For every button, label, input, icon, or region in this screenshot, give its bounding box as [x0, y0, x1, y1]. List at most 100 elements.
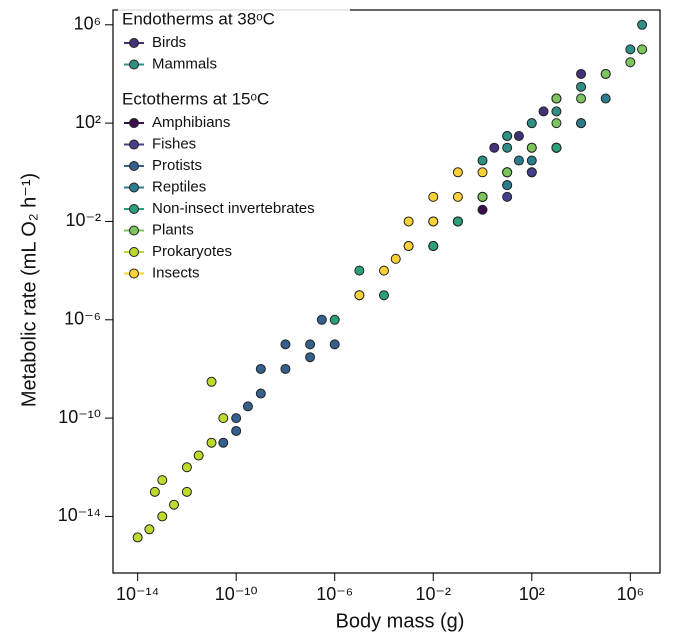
- data-point: [255, 388, 266, 399]
- data-point: [354, 290, 365, 301]
- data-point: [428, 216, 439, 227]
- data-point: [551, 118, 562, 129]
- data-point: [452, 191, 463, 202]
- data-point: [502, 180, 513, 191]
- y-tick-label: 10⁻¹⁰: [58, 407, 101, 427]
- data-point: [513, 130, 524, 141]
- legend-title: Ectotherms at 15ᵒC: [122, 89, 269, 108]
- legend-label: Reptiles: [152, 178, 206, 195]
- data-point: [329, 314, 340, 325]
- data-point: [477, 167, 488, 178]
- legend-label: Prokaryotes: [152, 243, 232, 260]
- data-point: [231, 413, 242, 424]
- data-point: [354, 265, 365, 276]
- data-point: [538, 106, 549, 117]
- data-point: [316, 314, 327, 325]
- data-point: [477, 204, 488, 215]
- legend-marker: [129, 225, 139, 236]
- x-axis-title: Body mass (g): [336, 610, 465, 632]
- data-point: [280, 339, 291, 350]
- legend-label: Insects: [152, 264, 200, 281]
- data-point: [169, 499, 180, 510]
- data-point: [329, 339, 340, 350]
- data-point: [206, 376, 217, 387]
- data-point: [193, 450, 204, 461]
- x-tick-label: 10⁻²: [415, 584, 451, 604]
- data-point: [576, 118, 587, 129]
- data-point: [576, 68, 587, 79]
- legend-title: Endotherms at 38ᵒC: [122, 9, 275, 28]
- data-point: [526, 167, 537, 178]
- legend-label: Birds: [152, 34, 186, 51]
- data-point: [502, 191, 513, 202]
- data-point: [526, 142, 537, 153]
- plot-frame: [112, 9, 661, 574]
- data-point: [231, 425, 242, 436]
- legend-label: Amphibians: [152, 114, 230, 131]
- x-tick-label: 10⁻¹⁰: [215, 584, 258, 604]
- data-point: [305, 352, 316, 363]
- data-point: [181, 462, 192, 473]
- legend-label: Non-insect invertebrates: [152, 200, 315, 217]
- data-point: [637, 19, 648, 30]
- legend-marker: [129, 247, 139, 257]
- data-point: [502, 142, 513, 153]
- data-point: [218, 437, 229, 448]
- legend-label: Plants: [152, 221, 194, 238]
- legend-label: Mammals: [152, 55, 217, 72]
- data-point: [513, 155, 524, 166]
- legend-label: Protists: [152, 157, 202, 174]
- legend-label: Fishes: [152, 135, 196, 152]
- data-point: [477, 155, 488, 166]
- data-point: [551, 106, 562, 117]
- y-tick-label: 10⁻²: [65, 210, 101, 230]
- data-point: [218, 413, 229, 424]
- data-point: [625, 57, 636, 68]
- data-point: [403, 216, 414, 227]
- y-tick-label: 10⁶: [74, 14, 101, 34]
- y-tick-label: 10²: [75, 112, 101, 132]
- data-point: [378, 290, 389, 301]
- data-point: [149, 486, 160, 497]
- x-tick-label: 10⁻¹⁴: [116, 584, 159, 604]
- x-tick-label: 10⁶: [617, 584, 644, 604]
- data-point: [551, 93, 562, 104]
- legend-marker: [129, 268, 139, 279]
- data-point: [378, 265, 389, 276]
- data-point: [132, 532, 143, 543]
- x-tick-label: 10²: [519, 584, 545, 604]
- legend-marker: [129, 161, 139, 171]
- data-point: [390, 253, 401, 264]
- legend-marker: [129, 59, 139, 70]
- data-point: [576, 81, 587, 92]
- data-point: [551, 142, 562, 153]
- y-axis-title: Metabolic rate (mL O₂ h⁻¹): [18, 173, 40, 407]
- data-point: [242, 401, 253, 412]
- data-point: [452, 216, 463, 227]
- data-point: [255, 363, 266, 374]
- legend-marker: [129, 139, 139, 150]
- y-tick-label: 10⁻⁶: [64, 309, 101, 329]
- data-point: [637, 44, 648, 55]
- data-point: [144, 524, 155, 535]
- data-point: [157, 475, 168, 486]
- legend-marker: [129, 38, 139, 48]
- data-point: [477, 191, 488, 202]
- data-point: [576, 93, 587, 104]
- data-point: [428, 241, 439, 252]
- data-point: [625, 44, 636, 55]
- data-point: [280, 363, 291, 374]
- legend-marker: [129, 118, 139, 128]
- data-point: [181, 486, 192, 497]
- data-point: [489, 142, 500, 153]
- y-tick-label: 10⁻¹⁴: [58, 505, 101, 525]
- data-point: [428, 191, 439, 202]
- data-point: [526, 118, 537, 129]
- legend-marker: [129, 204, 139, 214]
- data-point: [452, 167, 463, 178]
- data-point: [305, 339, 316, 350]
- data-point: [600, 93, 611, 104]
- data-point: [206, 437, 217, 448]
- legend-marker: [129, 182, 139, 193]
